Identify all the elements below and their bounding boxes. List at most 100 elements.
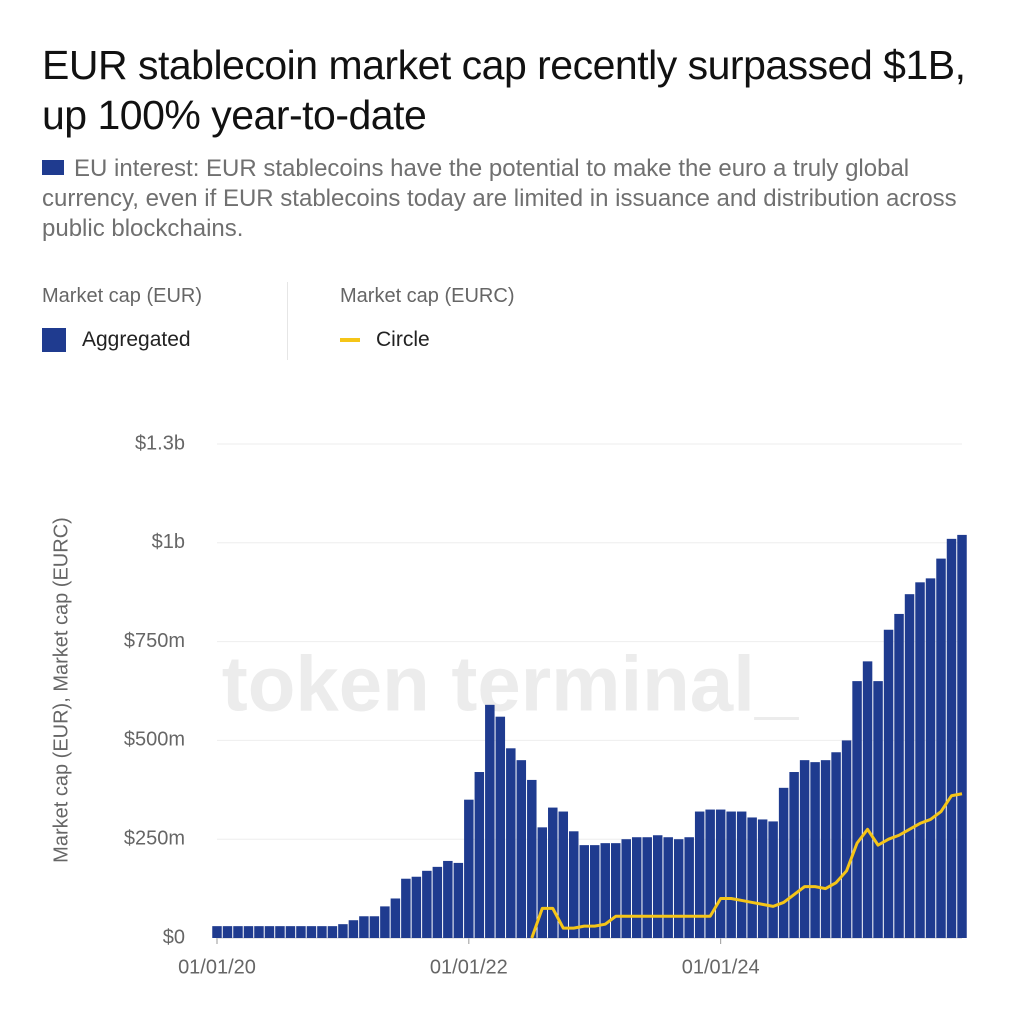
- bar: [464, 799, 474, 938]
- eu-flag-icon: [42, 160, 64, 175]
- bar: [799, 760, 810, 938]
- bar: [925, 578, 936, 938]
- bar: [296, 926, 306, 938]
- bar: [768, 821, 778, 938]
- bar: [726, 811, 736, 938]
- bar: [831, 752, 841, 938]
- bar: [610, 843, 621, 938]
- bar: [411, 876, 422, 938]
- bar: [883, 629, 894, 938]
- bar: [390, 898, 401, 938]
- bar: [673, 839, 684, 938]
- bar: [705, 809, 715, 938]
- bar: [894, 613, 904, 938]
- bar: [631, 837, 642, 938]
- bar: [369, 916, 380, 938]
- legend-swatch: [340, 338, 360, 342]
- bar: [789, 772, 799, 938]
- bar: [474, 772, 485, 938]
- bar: [233, 926, 243, 938]
- chart-subtitle: EU interest: EUR stablecoins have the po…: [42, 154, 992, 244]
- watermark: token terminal_: [222, 640, 800, 728]
- bar: [621, 839, 631, 938]
- bar: [348, 920, 359, 938]
- bar: [485, 704, 495, 938]
- chart-title: EUR stablecoin market cap recently surpa…: [42, 42, 966, 138]
- subtitle-text: EU interest: EUR stablecoins have the po…: [42, 155, 957, 242]
- bar: [317, 926, 327, 938]
- bar: [747, 817, 757, 938]
- bar: [422, 870, 432, 938]
- y-tick-label: $500m: [124, 729, 185, 751]
- bar: [327, 926, 338, 938]
- y-tick-label: $1b: [152, 531, 185, 553]
- bar: [579, 845, 589, 938]
- bar: [506, 748, 516, 938]
- bar: [862, 661, 873, 938]
- y-tick-label: $750m: [124, 630, 185, 652]
- bar: [810, 762, 820, 938]
- bar: [401, 878, 411, 938]
- bar: [548, 807, 558, 938]
- bar: [820, 760, 831, 938]
- bar: [873, 681, 883, 938]
- y-tick-label: $0: [163, 926, 185, 948]
- line: [530, 792, 963, 939]
- bar: [757, 819, 768, 938]
- bar: [380, 906, 390, 938]
- bar: [306, 926, 317, 938]
- bar: [338, 924, 348, 938]
- bar: [453, 862, 464, 938]
- x-tick-label: 01/01/20: [178, 956, 256, 978]
- legend-label: Aggregated: [82, 328, 191, 351]
- y-tick-label: $250m: [124, 827, 185, 849]
- bar: [569, 831, 579, 938]
- bar: [254, 926, 264, 938]
- bar: [736, 811, 747, 938]
- bar: [957, 534, 967, 938]
- legend-entry[interactable]: Aggregated: [42, 328, 202, 352]
- bar: [904, 594, 915, 938]
- bar: [946, 538, 957, 938]
- bar: [642, 837, 652, 938]
- bar: [694, 811, 705, 938]
- bar: [495, 716, 506, 938]
- legend-group: Market cap (EUR) Aggregated: [42, 285, 202, 352]
- bar: [212, 926, 222, 938]
- bar: [527, 779, 537, 938]
- legend-group: Market cap (EURC) Circle: [340, 285, 514, 352]
- legend-group-title: Market cap (EURC): [340, 285, 515, 307]
- bar: [516, 760, 527, 938]
- bar: [359, 916, 369, 938]
- bar: [715, 809, 726, 938]
- bar: [558, 811, 569, 938]
- bar: [841, 740, 852, 938]
- legend-entry[interactable]: Circle: [340, 328, 514, 352]
- bar: [684, 837, 694, 938]
- x-tick-label: 01/01/22: [430, 956, 508, 978]
- bar: [537, 827, 548, 938]
- bar: [243, 926, 254, 938]
- bar: [432, 866, 443, 938]
- legend-label: Circle: [376, 328, 430, 351]
- bar: [275, 926, 285, 938]
- y-tick-label: $1.3b: [135, 432, 185, 454]
- bar: [600, 843, 610, 938]
- bar: [778, 787, 789, 938]
- bar: [663, 837, 673, 938]
- bar: [222, 926, 233, 938]
- x-tick-label: 01/01/24: [682, 956, 760, 978]
- bar: [590, 845, 600, 938]
- bar: [285, 926, 296, 938]
- legend-group-title: Market cap (EUR): [42, 285, 203, 307]
- legend-separator: [287, 282, 288, 360]
- bar: [915, 582, 925, 938]
- y-axis-title: Market cap (EUR), Market cap (EURC): [50, 517, 72, 863]
- bar: [443, 860, 453, 938]
- bar: [264, 926, 275, 938]
- bar: [936, 558, 946, 938]
- bar: [652, 835, 663, 938]
- bar: [852, 681, 862, 938]
